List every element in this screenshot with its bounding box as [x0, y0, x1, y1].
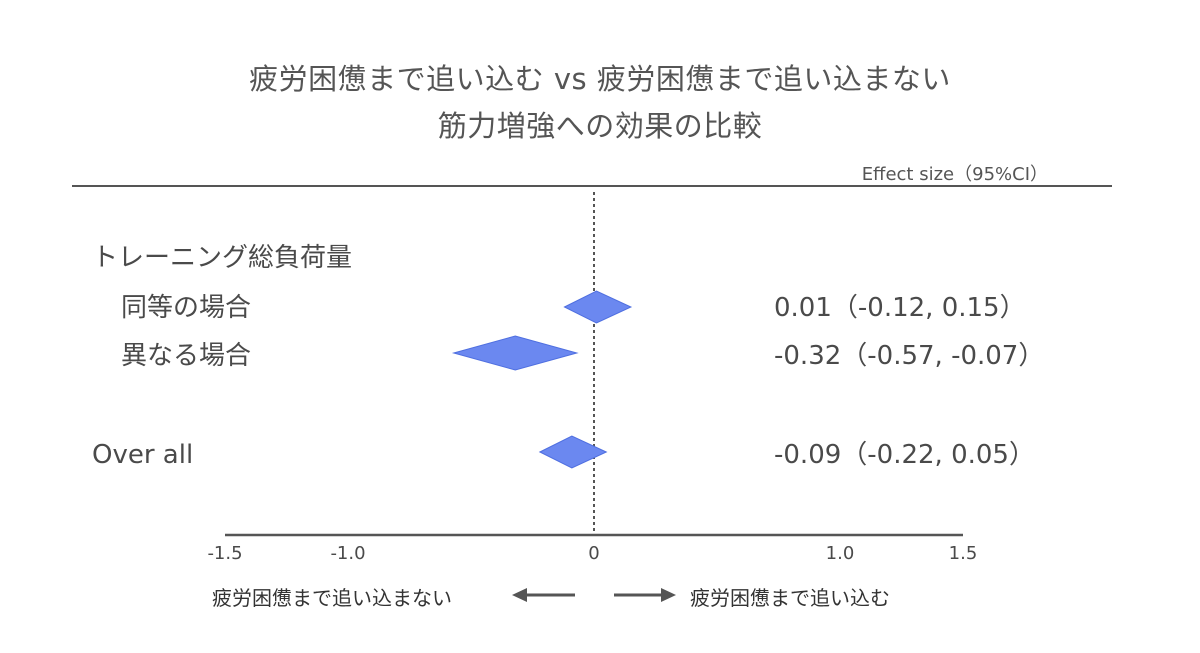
tick-label-3: 1.0: [826, 543, 855, 564]
row-label-equal: 同等の場合: [121, 293, 251, 323]
tick-label-2: 0: [588, 543, 599, 564]
tick-label-1: -1.0: [330, 543, 365, 564]
row-label-different: 異なる場合: [121, 341, 251, 371]
diamond-overall: [538, 435, 608, 469]
x-axis-ticks: -1.5 -1.0 0 1.0 1.5: [207, 543, 977, 564]
diamond-equal: [563, 290, 633, 324]
ci-text-equal: 0.01（-0.12, 0.15）: [774, 293, 1026, 323]
arrow-right-label: 疲労困憊まで追い込む: [690, 586, 890, 610]
ci-text-overall: -0.09（-0.22, 0.05）: [774, 440, 1035, 470]
effect-size-header: Effect size（95%CI）: [861, 164, 1048, 185]
group-label: トレーニング総負荷量: [92, 243, 352, 273]
left-arrow: [512, 588, 575, 602]
diamond-different: [451, 335, 579, 371]
row-label-overall: Over all: [92, 440, 193, 470]
tick-label-0: -1.5: [207, 543, 242, 564]
arrow-right-icon: [661, 588, 676, 602]
chart-title-line-2: 筋力増強への効果の比較: [437, 109, 763, 143]
tick-label-4: 1.5: [949, 543, 978, 564]
right-arrow: [614, 588, 676, 602]
ci-text-different: -0.32（-0.57, -0.07）: [774, 341, 1044, 371]
chart-title-line-1: 疲労困憊まで追い込む vs 疲労困憊まで追い込まない: [249, 62, 951, 96]
arrow-left-label: 疲労困憊まで追い込まない: [212, 586, 452, 610]
arrow-left-icon: [512, 588, 527, 602]
